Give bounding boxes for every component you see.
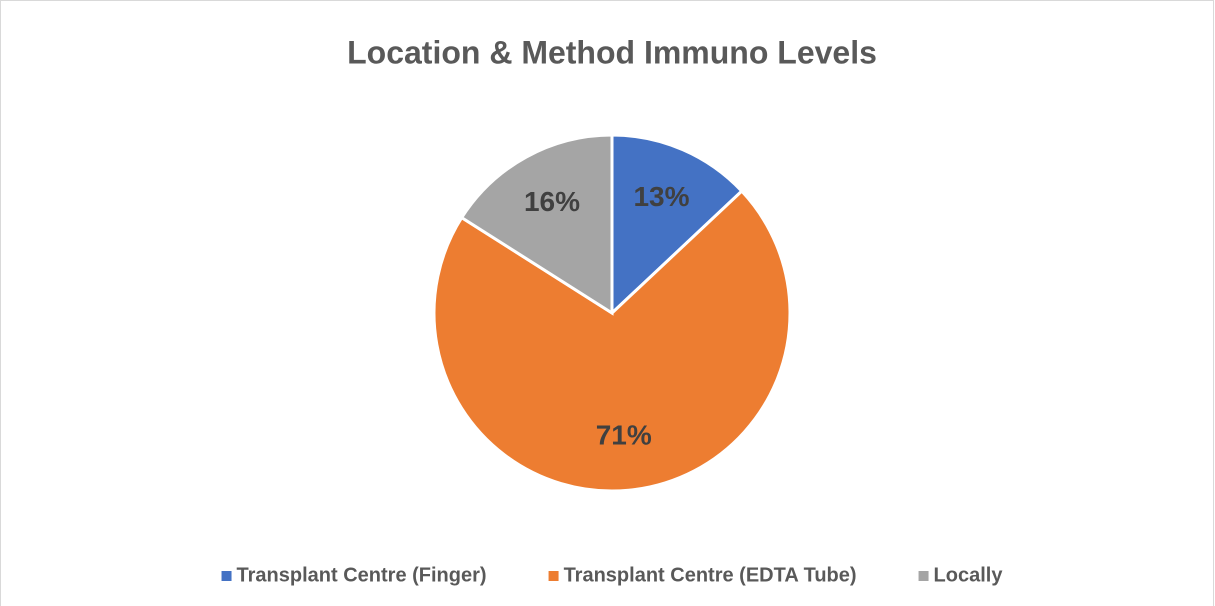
data-label: 16% [524,186,580,217]
legend-label: Locally [934,564,1004,586]
legend-marker [918,571,929,581]
data-label: 13% [633,181,689,212]
chart-title: Location & Method Immuno Levels [347,34,877,70]
data-label: 71% [596,419,652,450]
legend-label: Transplant Centre (EDTA Tube) [564,564,857,586]
legend-label: Transplant Centre (Finger) [237,564,487,586]
pie-slice [459,133,614,316]
legend-marker [548,571,559,581]
pie-slice [610,133,744,317]
legend-marker [221,571,232,581]
pie-slice [432,189,792,493]
